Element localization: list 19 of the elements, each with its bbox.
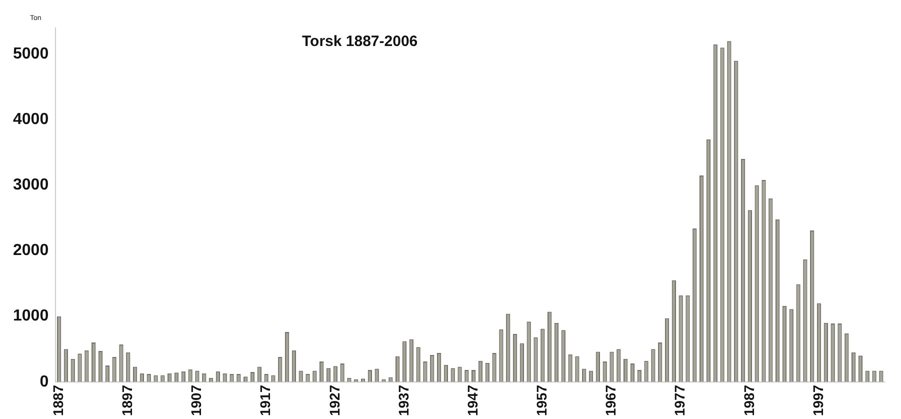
x-tick-label: 1977 <box>672 384 688 416</box>
x-tick-label: 1967 <box>602 384 619 416</box>
x-tick-label: 1957 <box>534 384 550 416</box>
y-tick-label: 4000 <box>13 111 49 128</box>
x-tick-label: 1887 <box>50 384 66 416</box>
x-tick-label: 1917 <box>257 384 274 416</box>
chart-title: Torsk 1887-2006 <box>302 33 418 50</box>
y-tick-label: 1000 <box>13 308 49 325</box>
y-tick-label: 2000 <box>13 242 49 260</box>
x-tick-label: 1907 <box>188 384 204 416</box>
y-tick-label: 5000 <box>13 46 49 63</box>
x-tick-label: 1997 <box>810 384 826 416</box>
y-tick-label: 3000 <box>13 176 49 194</box>
x-tick-label: 1927 <box>326 384 342 416</box>
x-tick-label: 1897 <box>118 384 135 416</box>
y-tick-label: 0 <box>40 373 49 390</box>
x-tick-label: 1937 <box>395 384 412 416</box>
x-tick-label: 1987 <box>740 384 757 416</box>
x-tick-label: 1947 <box>464 384 480 416</box>
